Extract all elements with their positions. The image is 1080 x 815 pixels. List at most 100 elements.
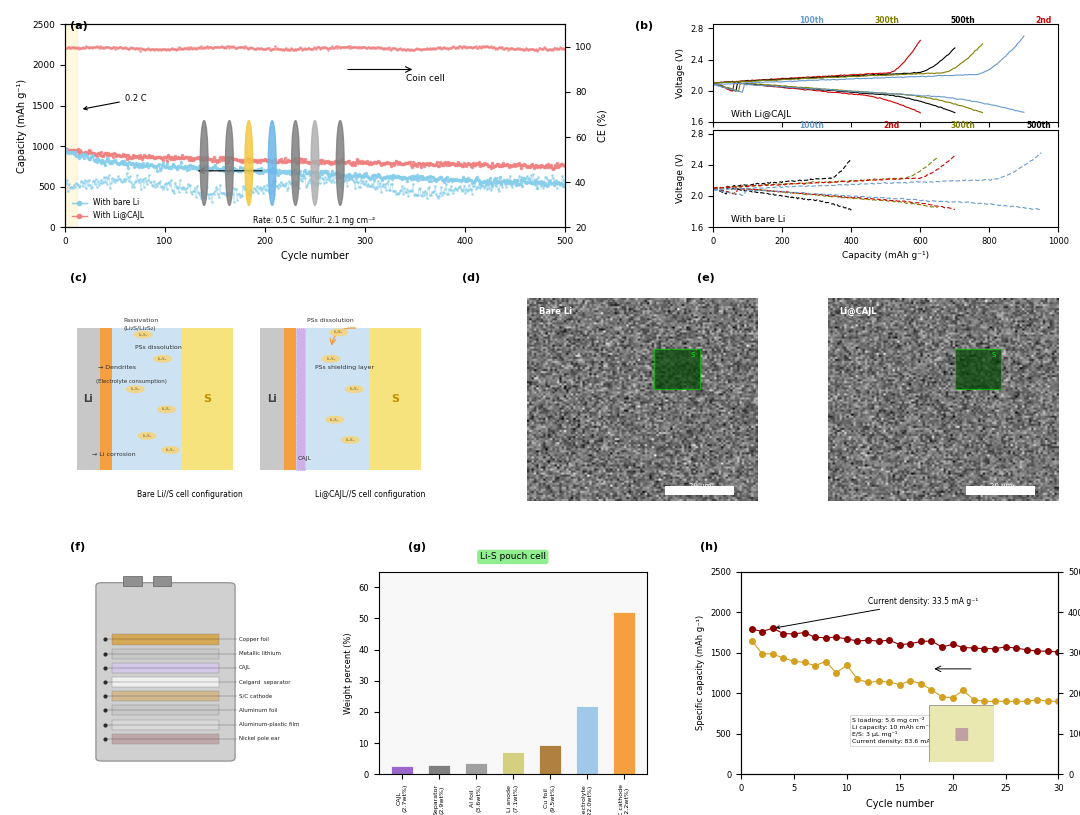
Bar xyxy=(428,765,450,774)
FancyBboxPatch shape xyxy=(77,328,100,470)
Text: (h): (h) xyxy=(700,542,718,552)
Text: Aluminum-plastic film: Aluminum-plastic film xyxy=(239,722,299,727)
Bar xyxy=(65,24,77,227)
Text: CAJL: CAJL xyxy=(298,456,312,461)
Text: 0.2 C: 0.2 C xyxy=(84,95,147,110)
X-axis label: Cycle number: Cycle number xyxy=(281,251,349,262)
Text: Li: Li xyxy=(83,394,93,404)
Ellipse shape xyxy=(158,406,175,412)
Text: 2nd: 2nd xyxy=(1036,15,1052,24)
Text: Li₂Sₓ: Li₂Sₓ xyxy=(162,408,172,412)
Text: Li₂Sₓ: Li₂Sₓ xyxy=(330,417,339,421)
Ellipse shape xyxy=(329,329,348,336)
Text: S: S xyxy=(690,352,696,358)
Text: PSs dissolution: PSs dissolution xyxy=(135,345,183,350)
Bar xyxy=(112,649,218,659)
Text: Bare Li//S cell configuration: Bare Li//S cell configuration xyxy=(137,490,243,499)
Bar xyxy=(112,663,218,673)
Text: Passivation: Passivation xyxy=(123,319,159,324)
Text: Current density: 33.5 mA g⁻¹: Current density: 33.5 mA g⁻¹ xyxy=(777,597,978,628)
Text: (b): (b) xyxy=(635,20,653,30)
Ellipse shape xyxy=(311,121,319,205)
FancyBboxPatch shape xyxy=(296,328,306,470)
Text: Coin cell: Coin cell xyxy=(406,74,445,83)
Ellipse shape xyxy=(346,386,363,393)
Bar xyxy=(653,349,700,390)
Text: (a): (a) xyxy=(70,20,87,30)
Text: S: S xyxy=(991,352,996,358)
X-axis label: Cycle number: Cycle number xyxy=(866,799,934,808)
Text: ■: ■ xyxy=(954,725,969,742)
Y-axis label: Voltage (V): Voltage (V) xyxy=(676,153,685,204)
Text: 100th: 100th xyxy=(799,121,824,130)
Text: 20 μm: 20 μm xyxy=(989,482,1012,488)
Y-axis label: CE (%): CE (%) xyxy=(598,109,608,142)
Text: (Electrolyte consumption): (Electrolyte consumption) xyxy=(96,379,167,384)
Bar xyxy=(152,575,171,586)
Text: → Li corrosion: → Li corrosion xyxy=(92,452,136,457)
Text: Li@CAJL//S cell configuration: Li@CAJL//S cell configuration xyxy=(315,490,426,499)
Text: Li₂Sₓ: Li₂Sₓ xyxy=(326,357,336,361)
Ellipse shape xyxy=(268,121,276,205)
Text: Li₂Sₓ: Li₂Sₓ xyxy=(334,330,343,334)
Text: Li₂Sₓ: Li₂Sₓ xyxy=(346,438,355,442)
Bar xyxy=(576,706,598,774)
Bar xyxy=(112,677,218,687)
FancyBboxPatch shape xyxy=(100,328,111,470)
Text: PSs shielding layer: PSs shielding layer xyxy=(315,365,375,370)
Ellipse shape xyxy=(336,121,345,205)
Bar xyxy=(502,752,524,774)
Ellipse shape xyxy=(322,355,340,362)
Ellipse shape xyxy=(126,386,144,393)
Ellipse shape xyxy=(341,437,360,443)
FancyBboxPatch shape xyxy=(183,328,233,470)
Text: Li₂Sₓ: Li₂Sₓ xyxy=(350,387,360,391)
Ellipse shape xyxy=(138,433,156,439)
Text: Li-S pouch cell: Li-S pouch cell xyxy=(480,553,545,562)
Text: With Li@CAJL: With Li@CAJL xyxy=(730,110,791,119)
Text: PSs dissolution: PSs dissolution xyxy=(308,319,354,324)
FancyBboxPatch shape xyxy=(96,583,235,761)
Text: 500th: 500th xyxy=(950,15,975,24)
Text: 300th: 300th xyxy=(875,15,900,24)
Ellipse shape xyxy=(153,355,172,362)
Ellipse shape xyxy=(226,121,233,205)
Text: Celgard  separator: Celgard separator xyxy=(239,680,291,685)
Text: (d): (d) xyxy=(462,273,481,283)
Text: Li₂Sₓ: Li₂Sₓ xyxy=(165,448,175,452)
X-axis label: Capacity (mAh g⁻¹): Capacity (mAh g⁻¹) xyxy=(842,251,930,260)
Y-axis label: Capacity (mAh g⁻¹): Capacity (mAh g⁻¹) xyxy=(16,79,27,173)
FancyBboxPatch shape xyxy=(111,328,183,470)
Ellipse shape xyxy=(134,331,152,337)
Bar xyxy=(112,691,218,701)
Text: Li₂Sₓ: Li₂Sₓ xyxy=(158,357,167,361)
Ellipse shape xyxy=(292,121,299,205)
Text: Aluminum foil: Aluminum foil xyxy=(239,708,278,713)
Ellipse shape xyxy=(162,447,179,453)
Text: (c): (c) xyxy=(70,273,87,283)
Text: Copper foil: Copper foil xyxy=(239,637,269,642)
Text: 100th: 100th xyxy=(799,15,824,24)
FancyBboxPatch shape xyxy=(260,328,284,470)
Bar xyxy=(539,745,561,774)
Text: S: S xyxy=(204,394,212,404)
Bar xyxy=(123,575,141,586)
Text: 2nd: 2nd xyxy=(883,121,900,130)
Legend: With bare Li, With Li@CAJL: With bare Li, With Li@CAJL xyxy=(69,196,147,223)
Text: Metallic lithium: Metallic lithium xyxy=(239,651,281,656)
Text: 20 μm: 20 μm xyxy=(689,482,711,488)
Bar xyxy=(112,720,218,729)
Ellipse shape xyxy=(200,121,208,205)
Text: (Li₂S/Li₂S₂): (Li₂S/Li₂S₂) xyxy=(123,327,157,332)
FancyBboxPatch shape xyxy=(284,328,296,470)
Text: Nickel pole ear: Nickel pole ear xyxy=(239,736,280,742)
Text: Li₂Sₓ: Li₂Sₓ xyxy=(143,434,151,438)
Text: S loading: 5.6 mg cm⁻²
Li capacity: 10 mAh cm⁻²
E/S: 3 μL mg⁻¹
Current density: : S loading: 5.6 mg cm⁻² Li capacity: 10 m… xyxy=(852,717,943,744)
Text: (f): (f) xyxy=(70,542,85,552)
Y-axis label: Weight percent (%): Weight percent (%) xyxy=(343,632,352,714)
Ellipse shape xyxy=(245,121,253,205)
Text: Bare Li: Bare Li xyxy=(539,307,571,316)
FancyBboxPatch shape xyxy=(306,328,370,470)
Text: With bare Li: With bare Li xyxy=(730,215,785,224)
Bar xyxy=(112,734,218,744)
